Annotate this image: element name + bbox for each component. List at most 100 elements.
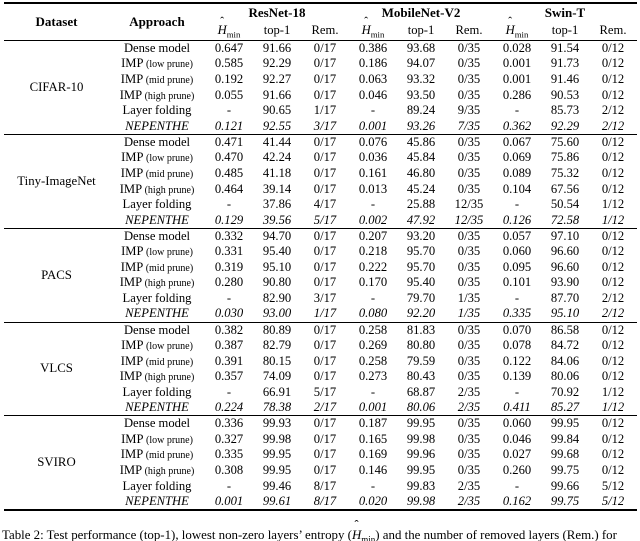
metric-cell: 96.60 bbox=[550, 259, 580, 274]
metric-cell: 0.027 bbox=[502, 447, 532, 462]
hmin-symbol: H ˆ min bbox=[352, 519, 375, 541]
metric-cell: 87.70 bbox=[550, 291, 580, 306]
metric-cell: 0/35 bbox=[457, 275, 481, 290]
rem-header: Rem. bbox=[311, 23, 339, 38]
metric-cell: 0.485 bbox=[214, 165, 244, 180]
metric-cell: 0/35 bbox=[457, 463, 481, 478]
approach-cell: IMP (high prune) bbox=[109, 369, 205, 385]
metric-cell: 89.24 bbox=[406, 103, 436, 118]
metric-cell: 9/35 bbox=[457, 103, 481, 118]
metric-cell: 0/17 bbox=[313, 369, 337, 384]
approach-cell: NEPENTHE bbox=[109, 213, 205, 229]
metric-cell: - bbox=[226, 478, 232, 493]
metric-cell: 99.83 bbox=[406, 478, 436, 493]
metric-cell: 95.10 bbox=[262, 259, 292, 274]
metric-cell: 0/12 bbox=[601, 244, 625, 259]
metric-cell: 91.66 bbox=[262, 41, 292, 56]
metric-cell: 0/35 bbox=[457, 134, 481, 149]
metric-cell: 97.10 bbox=[550, 228, 580, 243]
metric-cell: - bbox=[226, 291, 232, 306]
metric-cell: 93.26 bbox=[406, 118, 436, 133]
approach-cell: NEPENTHE bbox=[109, 400, 205, 416]
metric-cell: 1/35 bbox=[457, 306, 481, 321]
approach-note: (high prune) bbox=[142, 278, 195, 290]
metric-cell: 91.73 bbox=[550, 56, 580, 71]
metric-cell: 0/12 bbox=[601, 369, 625, 384]
metric-cell: 1/35 bbox=[457, 291, 481, 306]
metric-cell: 1/12 bbox=[601, 212, 625, 227]
metric-cell: 0/35 bbox=[457, 41, 481, 56]
metric-cell: 99.96 bbox=[406, 447, 436, 462]
metric-cell: 41.44 bbox=[262, 134, 292, 149]
metric-cell: 0.095 bbox=[502, 259, 532, 274]
metric-cell: 0.286 bbox=[502, 87, 532, 102]
results-table: Dataset Approach ResNet-18 MobileNet-V2 Swin… bbox=[4, 2, 638, 512]
approach-label: IMP bbox=[119, 181, 143, 196]
metric-cell: 3/17 bbox=[313, 291, 337, 306]
approach-label: IMP bbox=[121, 337, 144, 352]
metric-cell: 42.24 bbox=[262, 150, 292, 165]
metric-cell: 0.129 bbox=[214, 212, 244, 227]
metric-cell: 95.70 bbox=[406, 259, 436, 274]
metric-cell: 3/17 bbox=[313, 118, 337, 133]
approach-cell: Layer folding bbox=[109, 291, 205, 307]
metric-cell: 0.036 bbox=[358, 150, 388, 165]
metric-cell: 46.80 bbox=[406, 165, 436, 180]
metric-cell: 99.95 bbox=[406, 416, 436, 431]
metric-cell: 78.38 bbox=[262, 400, 292, 415]
table-row: IMP (high prune) 0.280 90.80 0/17 0.170 95.40… bbox=[4, 275, 637, 291]
metric-cell: 0.207 bbox=[358, 228, 388, 243]
metric-cell: 0/35 bbox=[457, 259, 481, 274]
metric-cell: 90.65 bbox=[262, 103, 292, 118]
metric-cell: 99.75 bbox=[550, 463, 580, 478]
table-row: IMP (low prune) 0.585 92.29 0/17 0.186 94.07 0… bbox=[4, 56, 637, 72]
metric-cell: 0/35 bbox=[457, 369, 481, 384]
metric-cell: 0.030 bbox=[214, 306, 244, 321]
top1-header: top-1 bbox=[263, 23, 291, 38]
metric-cell: - bbox=[514, 291, 520, 306]
metric-cell: 0.187 bbox=[358, 416, 388, 431]
metric-cell: 75.86 bbox=[550, 150, 580, 165]
metric-cell: 0/35 bbox=[457, 353, 481, 368]
rem-header: Rem. bbox=[599, 23, 627, 38]
top1-header: top-1 bbox=[407, 23, 435, 38]
metric-cell: 93.68 bbox=[406, 41, 436, 56]
metric-cell: 0/12 bbox=[601, 134, 625, 149]
metric-cell: 5/12 bbox=[601, 478, 625, 493]
metric-cell: 90.53 bbox=[550, 87, 580, 102]
metric-cell: 0.069 bbox=[502, 150, 532, 165]
approach-note: (mid prune) bbox=[143, 450, 194, 462]
header-row-groups: Dataset Approach ResNet-18 MobileNet-V2 Swin… bbox=[4, 3, 637, 29]
dataset-cell: PACS bbox=[41, 267, 72, 282]
approach-label: NEPENTHE bbox=[125, 400, 189, 415]
metric-cell: 0/17 bbox=[313, 165, 337, 180]
approach-cell: Dense model bbox=[109, 228, 205, 244]
metric-cell: 0.122 bbox=[502, 353, 532, 368]
metric-cell: 99.98 bbox=[262, 431, 292, 446]
metric-cell: 0/12 bbox=[601, 337, 625, 352]
table-row: IMP (mid prune) 0.319 95.10 0/17 0.222 95.70 0… bbox=[4, 259, 637, 275]
metric-cell: 95.70 bbox=[406, 244, 436, 259]
table-row: PACS Dense model 0.332 94.70 0/17 0.207 93.20 0… bbox=[4, 228, 637, 282]
approach-cell: IMP (mid prune) bbox=[109, 72, 205, 88]
metric-cell: 80.43 bbox=[406, 369, 436, 384]
metric-cell: 0.382 bbox=[214, 322, 244, 337]
metric-cell: 2/12 bbox=[601, 103, 625, 118]
metric-cell: 0.063 bbox=[358, 72, 388, 87]
metric-cell: 0/12 bbox=[601, 275, 625, 290]
metric-cell: 0/17 bbox=[313, 463, 337, 478]
metric-cell: 0.258 bbox=[358, 353, 388, 368]
metric-cell: 25.88 bbox=[406, 197, 436, 212]
approach-label: IMP bbox=[120, 72, 144, 87]
metric-cell: 0/35 bbox=[457, 165, 481, 180]
hmin-header: H ˆ min bbox=[493, 15, 541, 41]
metric-cell: 79.70 bbox=[406, 291, 436, 306]
table-row: Layer folding - 66.91 5/17 - 68.87 2/35 - 70.92 1… bbox=[4, 385, 637, 401]
metric-cell: 0.046 bbox=[358, 87, 388, 102]
caption-prefix: Table 2: Test performance (top-1), lowes… bbox=[2, 528, 352, 541]
metric-cell: 0.186 bbox=[358, 56, 388, 71]
metric-cell: 0.001 bbox=[502, 56, 532, 71]
approach-cell: IMP (low prune) bbox=[109, 432, 205, 448]
metric-cell: 0.224 bbox=[214, 400, 244, 415]
